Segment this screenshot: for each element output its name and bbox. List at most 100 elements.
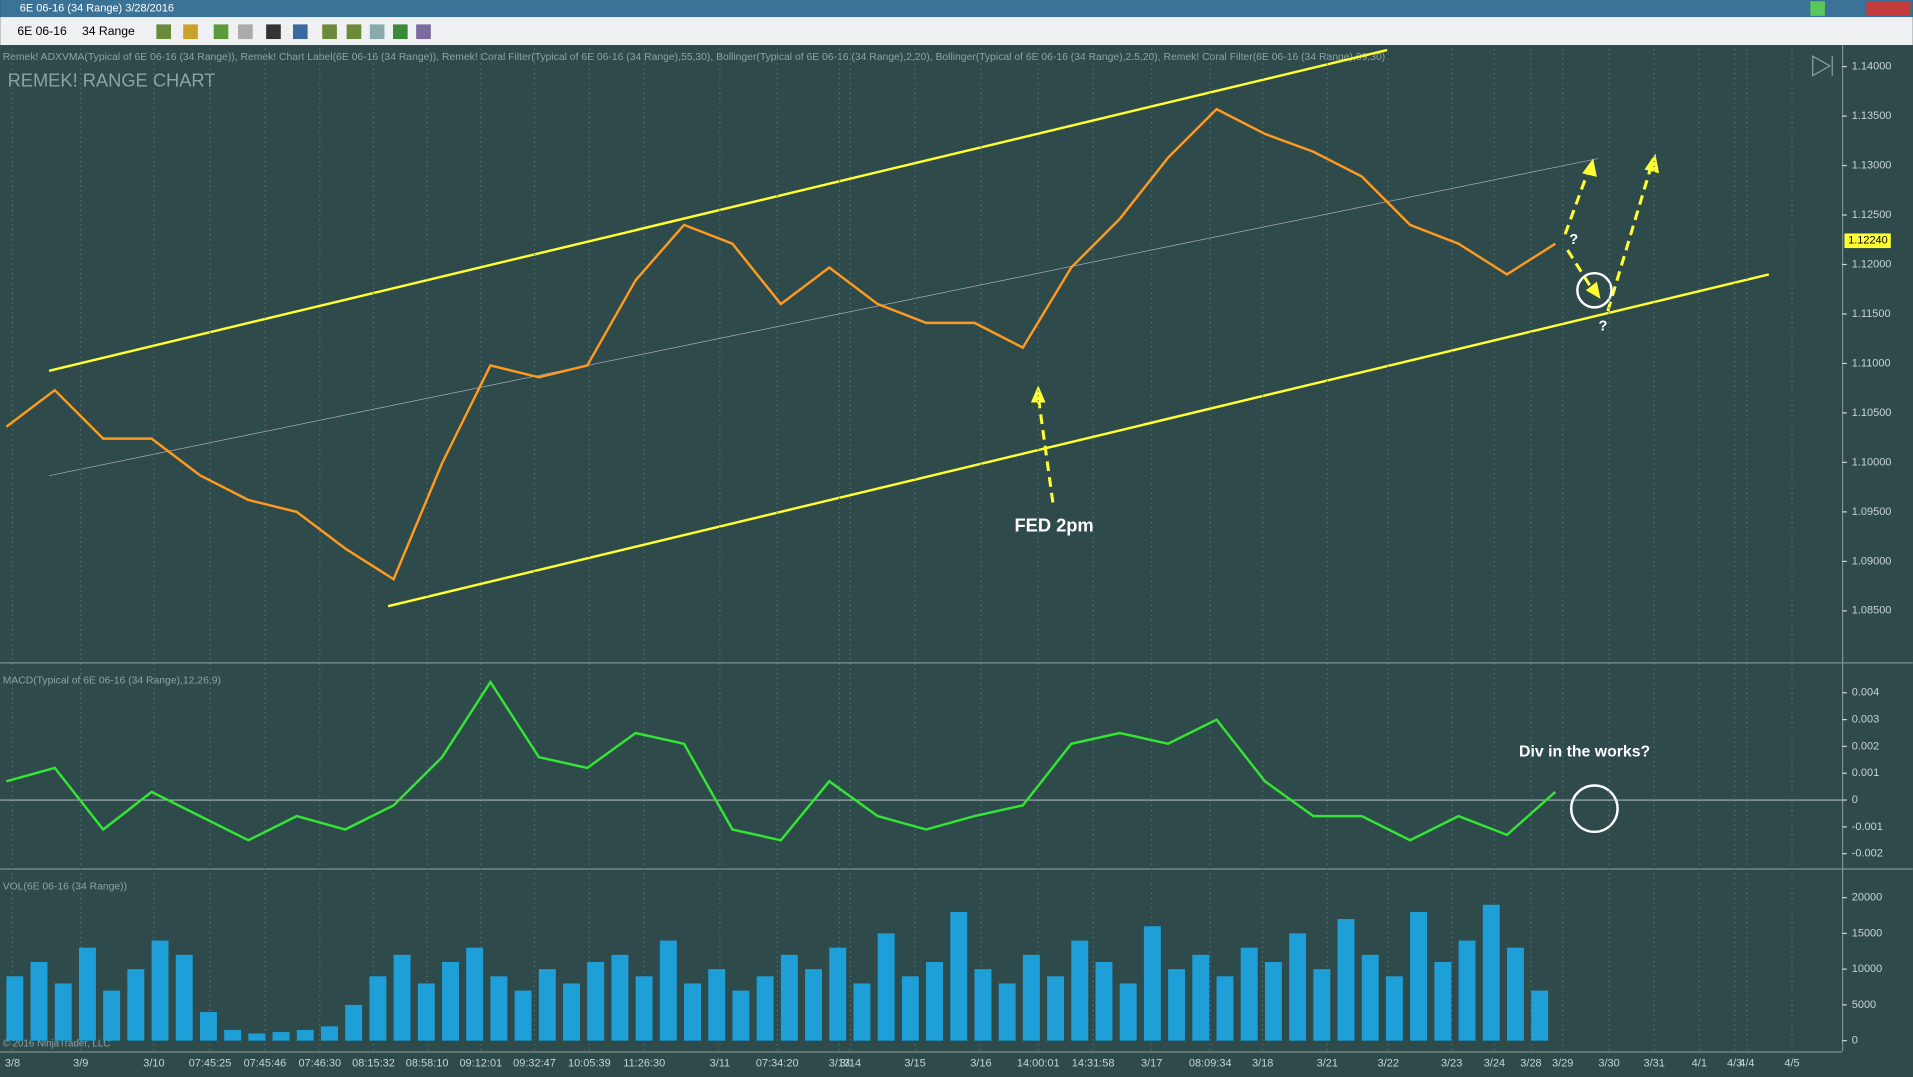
arrow-head xyxy=(1030,385,1046,403)
x-tick-label: 3/23 xyxy=(1441,1057,1462,1069)
period-selector[interactable]: 34 Range xyxy=(82,24,135,38)
y-tick-label: 5000 xyxy=(1852,999,1876,1011)
y-tick-label: 1.10000 xyxy=(1852,456,1892,468)
annotation: FED 2pm xyxy=(1014,515,1093,536)
volume-bar xyxy=(1434,961,1452,1041)
volume-bar xyxy=(1119,983,1137,1041)
macd-label: MACD(Typical of 6E 06-16 (34 Range),12,2… xyxy=(3,675,221,686)
volume-bar xyxy=(1047,976,1065,1041)
volume-bar xyxy=(1192,954,1210,1041)
x-tick-label: 10:05:39 xyxy=(568,1057,611,1069)
volume-bar xyxy=(1264,961,1282,1041)
volume-bar xyxy=(1337,919,1355,1041)
tool-icon[interactable] xyxy=(266,24,281,40)
x-tick-label: 3/13 xyxy=(829,1057,850,1069)
x-tick-label: 07:34:20 xyxy=(756,1057,799,1069)
volume-bar xyxy=(199,1012,217,1041)
y-tick-label: 1.13000 xyxy=(1852,159,1892,171)
x-tick-label: 3/8 xyxy=(5,1057,20,1069)
indicator-list: Remek! ADXVMA(Typical of 6E 06-16 (34 Ra… xyxy=(3,52,1385,63)
annotation: ? xyxy=(1598,319,1607,335)
y-tick-label: 0 xyxy=(1852,1035,1858,1047)
volume-bar xyxy=(950,911,968,1041)
y-tick-label: 10000 xyxy=(1852,963,1883,975)
volume-bar xyxy=(926,961,944,1041)
volume-bar xyxy=(1143,926,1161,1041)
volume-bar xyxy=(417,983,435,1041)
tool-icon[interactable] xyxy=(292,24,308,40)
instrument-selector[interactable]: 6E 06-16 xyxy=(17,24,67,38)
volume-bar xyxy=(320,1026,338,1041)
volume-bar xyxy=(684,983,701,1041)
x-tick-label: 4/3 xyxy=(1727,1057,1742,1069)
minimize-button[interactable] xyxy=(1783,1,1816,16)
volume-bar xyxy=(1458,940,1476,1041)
x-tick-label: 4/4 xyxy=(1739,1057,1754,1069)
tool-icon[interactable] xyxy=(156,24,172,40)
volume-bar xyxy=(490,976,508,1041)
x-tick-label: 08:09:34 xyxy=(1189,1057,1232,1069)
volume-bar xyxy=(272,1032,290,1041)
scroll-end-button[interactable] xyxy=(1812,55,1833,77)
tool-icon[interactable] xyxy=(238,24,253,40)
x-tick-label: 3/15 xyxy=(904,1057,925,1069)
volume-bar xyxy=(587,961,605,1041)
y-tick-label: 0.002 xyxy=(1852,740,1879,752)
volume-bar xyxy=(1240,947,1258,1041)
volume-bar xyxy=(780,954,798,1041)
volume-bar xyxy=(805,969,823,1041)
tool-icon[interactable] xyxy=(369,24,385,40)
volume-bar xyxy=(248,1033,266,1041)
maximize-button[interactable] xyxy=(1829,1,1864,16)
volume-bar xyxy=(6,976,24,1041)
tool-icon[interactable] xyxy=(416,24,431,40)
y-tick-label: 1.13500 xyxy=(1852,110,1892,122)
volume-bar xyxy=(756,976,774,1041)
x-tick-label: 07:45:46 xyxy=(244,1057,287,1069)
x-tick-label: 3/31 xyxy=(1643,1057,1664,1069)
y-tick-label: 1.12500 xyxy=(1852,209,1892,221)
volume-bar xyxy=(1385,976,1403,1041)
y-tick-label: 1.12000 xyxy=(1852,258,1892,270)
y-tick-label: -0.001 xyxy=(1852,821,1883,833)
annotation: Div in the works? xyxy=(1519,744,1650,761)
volume-bar xyxy=(103,990,121,1041)
volume-bar xyxy=(974,969,992,1041)
highlight-circle xyxy=(1570,784,1619,834)
volume-bar xyxy=(538,969,556,1041)
tool-icon[interactable] xyxy=(392,24,408,40)
arrow-head xyxy=(1582,158,1597,177)
last-price-label: 1.12240 xyxy=(1848,235,1888,247)
y-tick-label: -0.002 xyxy=(1852,848,1883,860)
midline xyxy=(48,158,1599,477)
annotation-arrows xyxy=(1036,167,1652,503)
volume-bar xyxy=(78,947,96,1041)
volume-bar xyxy=(1216,976,1234,1041)
x-tick-label: 3/30 xyxy=(1598,1057,1619,1069)
last-price-tag xyxy=(1844,233,1891,249)
volume-bar xyxy=(514,990,532,1041)
tool-icon[interactable] xyxy=(346,24,362,40)
volume-bar xyxy=(732,990,750,1041)
x-tick-label: 3/11 xyxy=(710,1057,731,1069)
volume-bar xyxy=(563,983,580,1041)
tool-icon[interactable] xyxy=(213,24,229,40)
close-button[interactable] xyxy=(1866,1,1911,16)
volume-bar xyxy=(998,983,1016,1041)
arrow-head xyxy=(1585,281,1601,299)
tool-icon[interactable] xyxy=(183,24,198,40)
y-tick-label: 1.10500 xyxy=(1852,407,1892,419)
lower-channel xyxy=(387,273,1770,608)
x-tick-label: 3/17 xyxy=(1141,1057,1162,1069)
instrument[interactable]: 6E 06-16 xyxy=(17,24,67,38)
volume-bar xyxy=(611,954,629,1041)
y-tick-label: 20000 xyxy=(1852,892,1883,904)
tool-icon[interactable] xyxy=(322,24,337,40)
link-button[interactable] xyxy=(1810,1,1825,16)
x-tick-label: 4/5 xyxy=(1784,1057,1799,1069)
volume-bar xyxy=(30,961,48,1041)
period[interactable]: 34 Range xyxy=(82,24,135,38)
arrow xyxy=(1036,396,1055,503)
y-tick-label: 0.003 xyxy=(1852,714,1879,726)
volume-bar xyxy=(659,940,677,1041)
